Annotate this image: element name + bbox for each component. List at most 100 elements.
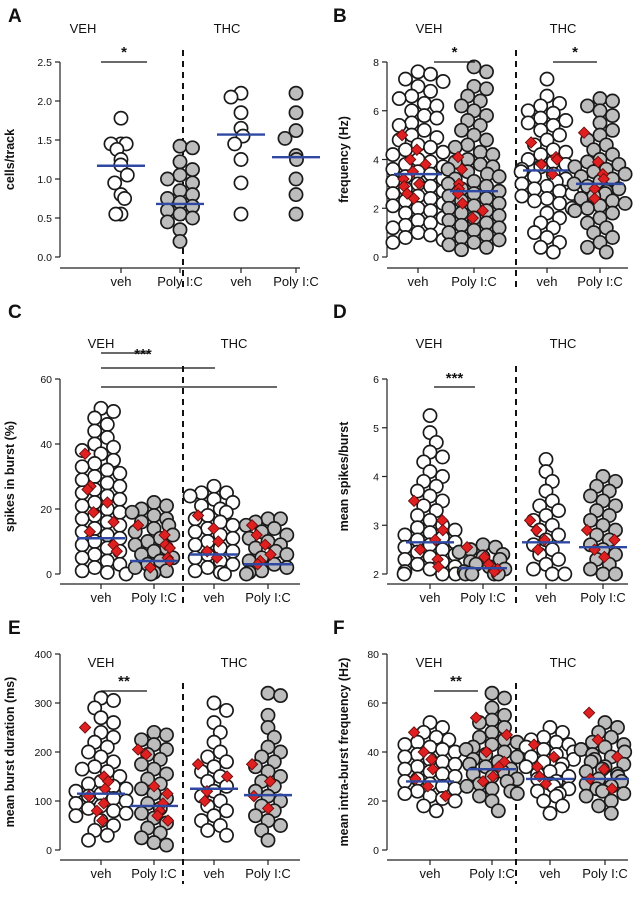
highlight-diamond [212, 535, 225, 548]
highlight-diamond [407, 192, 421, 205]
highlight-diamond [466, 211, 479, 225]
data-point [146, 724, 162, 740]
data-point [551, 551, 566, 567]
group-label-thc: THC [550, 21, 577, 36]
series-2 [518, 720, 582, 821]
data-point [454, 98, 469, 114]
data-point [410, 520, 425, 536]
panel-d: D 2 3 4 5 6 mean spikes/burst veh Poly I:C veh Pol… [333, 302, 628, 608]
data-point [451, 544, 467, 560]
group-label-thc: THC [221, 336, 248, 351]
data-point [68, 796, 84, 811]
data-point [81, 744, 96, 760]
data-point [580, 200, 595, 216]
data-point [447, 139, 463, 155]
data-point [551, 527, 566, 543]
series-1 [440, 59, 507, 258]
data-point [441, 200, 457, 216]
data-point [514, 188, 530, 204]
data-point [466, 222, 482, 238]
data-point [479, 227, 494, 243]
y-tick-label: 6 [373, 106, 379, 118]
data-point [172, 167, 188, 183]
y-tick-label: 200 [34, 747, 52, 759]
y-tick-label: 8 [373, 57, 379, 69]
data-point [108, 206, 124, 222]
highlight-diamond [539, 777, 553, 791]
significance-marker: * [452, 44, 458, 61]
data-point [159, 563, 174, 579]
data-point [87, 423, 103, 439]
y-tick-label: 2 [373, 203, 379, 215]
highlight-diamond [78, 447, 92, 460]
series-2 [223, 85, 251, 222]
y-tick-label: 40 [367, 747, 379, 759]
highlight-diamond [110, 545, 124, 558]
y-tick-label: 4 [373, 472, 379, 484]
data-point [68, 783, 84, 799]
data-point [200, 560, 216, 575]
data-point [410, 532, 425, 548]
data-point [404, 103, 420, 119]
data-point [87, 547, 103, 562]
data-point [410, 508, 425, 523]
data-point [616, 786, 632, 802]
data-point [538, 451, 554, 467]
data-point [441, 237, 457, 253]
data-point [112, 504, 128, 520]
series-3 [238, 511, 295, 582]
data-point [68, 808, 84, 824]
data-point [277, 130, 293, 146]
y-tick-label: 5 [373, 423, 379, 435]
data-point [435, 754, 450, 770]
data-point [466, 59, 482, 75]
data-point [233, 152, 249, 167]
highlight-diamond [597, 762, 611, 776]
panel-c: C 0 20 40 60 spikes in burst (%) veh Poly I:C ve… [3, 302, 300, 608]
category-label: Poly I:C [245, 866, 291, 881]
data-point [260, 707, 276, 723]
data-point [288, 105, 304, 121]
data-point [605, 230, 620, 245]
highlight-diamond [547, 750, 561, 764]
data-point [238, 566, 254, 582]
data-point [225, 517, 241, 533]
data-point [435, 449, 450, 465]
y-tick-label: 80 [367, 649, 379, 661]
data-point [539, 71, 555, 87]
data-point [219, 754, 234, 770]
data-point [580, 239, 595, 255]
y-axis-label: frequency (Hz) [337, 116, 351, 203]
data-point [74, 550, 90, 566]
data-point [410, 556, 425, 572]
data-point [464, 566, 480, 582]
data-point [74, 761, 90, 777]
data-point [520, 115, 536, 131]
data-point [217, 566, 232, 582]
data-point [485, 147, 501, 163]
series-3 [580, 469, 623, 582]
series-0 [68, 690, 134, 848]
data-point [567, 203, 583, 219]
data-point [74, 563, 90, 579]
data-point [99, 475, 115, 491]
data-point [447, 781, 463, 797]
data-point [608, 566, 623, 582]
highlight-diamond [90, 804, 104, 818]
data-point [172, 138, 188, 154]
category-label: veh [536, 590, 557, 605]
data-point [288, 171, 304, 187]
data-point [536, 729, 552, 745]
data-point [435, 144, 451, 160]
highlight-diamond [531, 760, 544, 773]
series-3 [245, 685, 288, 848]
data-point [385, 147, 401, 163]
group-label-veh: VEH [416, 655, 443, 670]
data-point [385, 173, 401, 189]
data-point [578, 788, 594, 804]
data-point [460, 152, 476, 167]
y-tick-label: 3 [373, 520, 379, 532]
highlight-diamond [413, 543, 427, 556]
data-point [187, 537, 203, 553]
data-point [509, 786, 525, 802]
